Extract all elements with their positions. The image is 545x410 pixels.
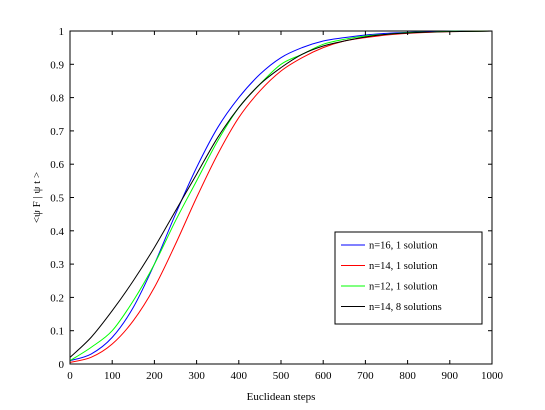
legend-label: n=12, 1 solution [369, 282, 438, 293]
legend-label: n=16, 1 solution [369, 241, 438, 252]
legend-label: n=14, 1 solution [369, 261, 438, 272]
series-layer [69, 30, 493, 363]
y-tick-label: 0.5 [50, 193, 64, 205]
legend-label: n=14, 8 solutions [369, 302, 442, 313]
y-tick-label: 0.1 [50, 326, 64, 338]
y-tick-label: 0 [59, 359, 65, 371]
ticks-layer: 0 100 200 300 400 500 600 700 800 900 1000 0 0.1 0.2 0… [50, 26, 503, 382]
y-tick-label: 0.4 [50, 226, 64, 238]
x-tick-label: 0 [67, 370, 73, 382]
y-axis-title: <ψ F | ψ t > [31, 172, 43, 223]
x-tick-label: 500 [273, 370, 290, 382]
y-tick-label: 0.3 [50, 259, 64, 271]
x-tick-label: 900 [442, 370, 459, 382]
y-tick-label: 0.8 [50, 93, 64, 105]
x-axis-title: Euclidean steps [247, 391, 316, 403]
x-tick-label: 400 [231, 370, 248, 382]
x-tick-label: 1000 [481, 370, 504, 382]
legend-box [334, 231, 483, 325]
y-tick-label: 1 [59, 26, 65, 38]
x-tick-label: 600 [315, 370, 332, 382]
y-tick-label: 0.2 [50, 292, 64, 304]
y-tick-label: 0.6 [50, 159, 64, 171]
legend: n=16, 1 solution n=14, 1 solution n=12, 1 … [334, 231, 483, 325]
x-tick-label: 800 [399, 370, 416, 382]
x-tick-label: 300 [188, 370, 205, 382]
x-tick-label: 100 [104, 370, 121, 382]
x-tick-label: 700 [357, 370, 374, 382]
y-tick-label: 0.9 [50, 59, 64, 71]
series-line-4 [69, 30, 493, 358]
x-tick-label: 200 [146, 370, 163, 382]
y-tick-label: 0.7 [50, 126, 64, 138]
